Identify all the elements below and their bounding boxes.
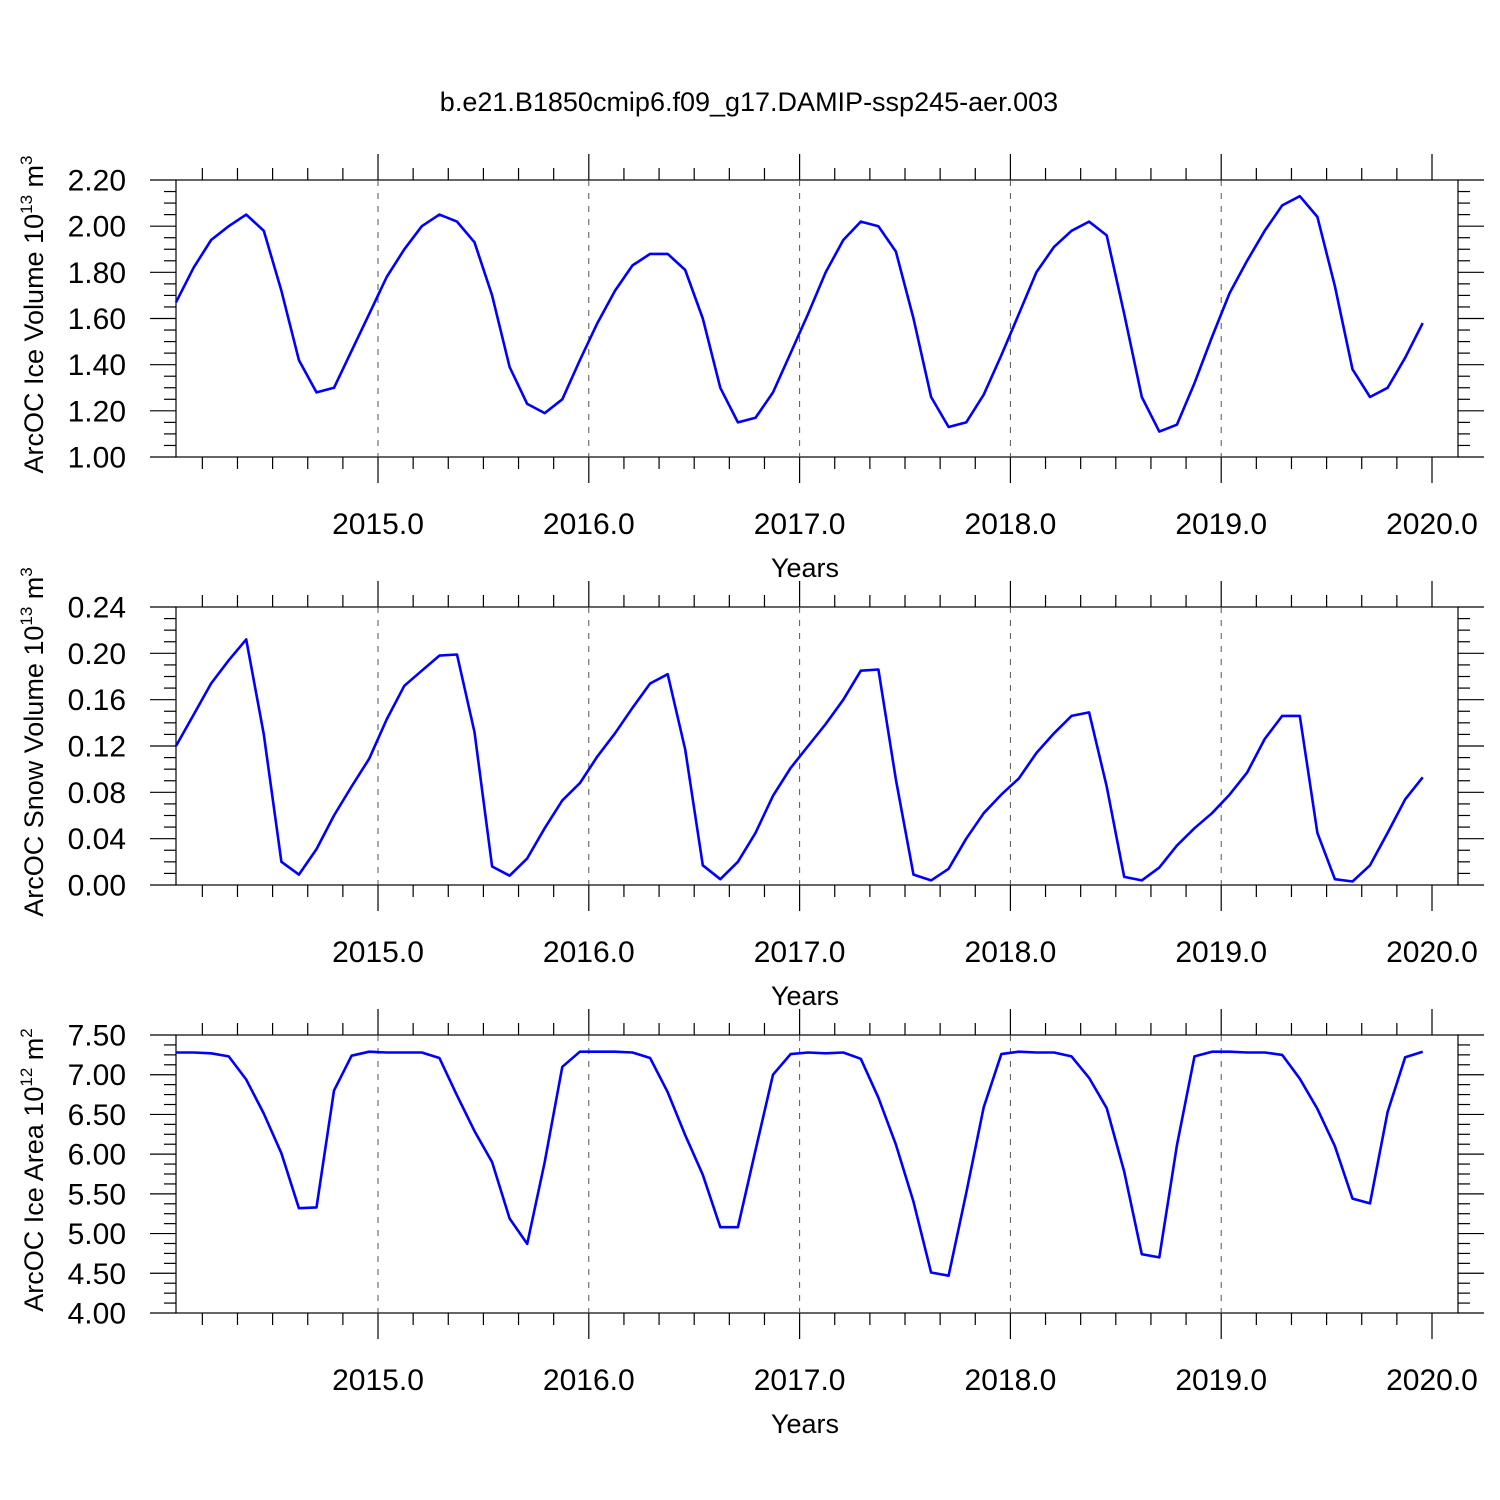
x-tick-label: 2016.0	[543, 936, 635, 969]
x-tick-label: 2020.0	[1386, 936, 1478, 969]
x-tick-label: 2017.0	[754, 1364, 846, 1397]
chart-panel-2: 2015.0 2016.0 2017.0 2018.0 2019.0 2020.0 0.00…	[17, 567, 1484, 1011]
y-tick-label: 1.20	[68, 395, 126, 428]
y-axis-label-text: m	[19, 1038, 49, 1068]
y-axis-label-exponent: 2	[17, 1028, 36, 1037]
y-tick-label: 4.00	[68, 1298, 126, 1331]
y-tick-label: 4.50	[68, 1258, 126, 1291]
y-tick-label: 2.00	[68, 211, 126, 244]
y-tick-label: 0.16	[68, 684, 126, 717]
figure-title: b.e21.B1850cmip6.f09_g17.DAMIP-ssp245-ae…	[440, 87, 1058, 117]
y-axis-label-exponent: 3	[17, 567, 36, 576]
plot-frame	[175, 606, 1459, 886]
x-tick-label: 2015.0	[332, 936, 424, 969]
x-tick-label: 2018.0	[965, 1364, 1057, 1397]
y-tick-label: 0.04	[68, 823, 126, 856]
y-axis-label-exponent: 13	[17, 607, 36, 626]
x-tick-label: 2017.0	[754, 936, 846, 969]
x-tick-label: 2019.0	[1175, 1364, 1267, 1397]
y-axis-label: ArcOC Ice Area 1012 m2	[17, 1028, 49, 1312]
x-tick-label: 2019.0	[1175, 508, 1267, 541]
y-tick-label: 7.00	[68, 1059, 126, 1092]
series-line	[176, 1050, 1424, 1277]
y-axis-label-text: m	[19, 577, 49, 607]
y-axis-label-text: ArcOC Snow Volume 10	[19, 626, 49, 917]
series-line	[174, 194, 1424, 433]
chart-panels: 2015.0 2016.0 2017.0 2018.0 2019.0 2020.0 1.00…	[17, 154, 1484, 1439]
x-axis-label: Years	[771, 553, 839, 583]
y-tick-label: 0.08	[68, 777, 126, 810]
series-line	[174, 638, 1424, 883]
y-tick-label: 0.20	[68, 638, 126, 671]
y-axis-label-text: ArcOC Ice Area 10	[19, 1087, 49, 1312]
y-axis-label-text: ArcOC Ice Volume 10	[19, 214, 49, 474]
y-axis-label-text: m	[19, 165, 49, 195]
y-tick-label: 0.00	[68, 870, 126, 903]
y-tick-label: 5.50	[68, 1178, 126, 1211]
y-axis-label-exponent: 3	[17, 155, 36, 164]
y-tick-label: 1.60	[68, 303, 126, 336]
plot-frame	[175, 1034, 1459, 1314]
x-tick-label: 2018.0	[965, 508, 1057, 541]
y-tick-label: 5.00	[68, 1218, 126, 1251]
y-tick-label: 1.40	[68, 349, 126, 382]
chart-panel-1: 2015.0 2016.0 2017.0 2018.0 2019.0 2020.0 1.00…	[17, 154, 1484, 583]
y-tick-label: 1.80	[68, 257, 126, 290]
y-tick-label: 0.24	[68, 592, 126, 625]
y-axis-label: ArcOC Snow Volume 1013 m3	[17, 567, 49, 917]
y-axis-label: ArcOC Ice Volume 1013 m3	[17, 155, 49, 473]
y-axis-label-exponent: 13	[17, 195, 36, 214]
y-tick-label: 1.00	[68, 442, 126, 475]
y-tick-label: 2.20	[68, 165, 126, 198]
x-tick-label: 2015.0	[332, 1364, 424, 1397]
x-tick-label: 2020.0	[1386, 508, 1478, 541]
x-tick-label: 2016.0	[543, 1364, 635, 1397]
x-tick-label: 2017.0	[754, 508, 846, 541]
y-tick-label: 6.50	[68, 1099, 126, 1132]
chart-panel-3: 2015.0 2016.0 2017.0 2018.0 2019.0 2020.0 4.00…	[17, 1009, 1484, 1439]
x-tick-label: 2015.0	[332, 508, 424, 541]
x-tick-label: 2019.0	[1175, 936, 1267, 969]
x-tick-label: 2018.0	[965, 936, 1057, 969]
x-tick-label: 2020.0	[1386, 1364, 1478, 1397]
x-axis-label: Years	[771, 981, 839, 1011]
y-tick-label: 6.00	[68, 1139, 126, 1172]
x-tick-label: 2016.0	[543, 508, 635, 541]
y-tick-label: 0.12	[68, 731, 126, 764]
y-axis-label-exponent: 12	[17, 1068, 36, 1087]
x-axis-label: Years	[771, 1409, 839, 1439]
y-tick-label: 7.50	[68, 1020, 126, 1053]
